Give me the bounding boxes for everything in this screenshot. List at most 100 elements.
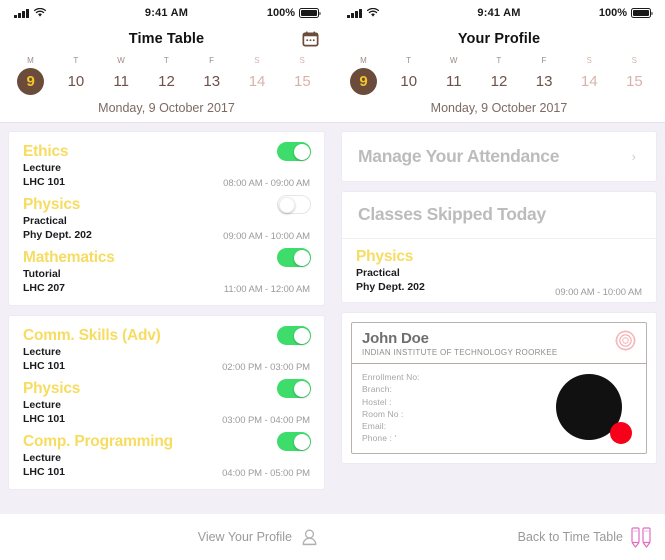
week-day-number[interactable]: 14 — [580, 73, 598, 90]
week-day-number[interactable]: 14 — [248, 73, 266, 90]
class-row[interactable]: Ethics Lecture LHC 101 08:00 AM - 09:00 … — [9, 140, 324, 193]
class-attendance-toggle[interactable] — [277, 379, 311, 398]
classes-skipped-card: Classes Skipped Today Physics Practical … — [341, 191, 657, 303]
id-field-hostel: Hostel : — [362, 396, 392, 407]
week-day-dow: W — [449, 56, 458, 65]
id-field-branch: Branch: — [362, 384, 392, 395]
week-day-2[interactable]: W 11 — [99, 56, 144, 95]
id-field-enrollment: Enrollment No: — [362, 372, 420, 382]
class-attendance-toggle[interactable] — [277, 195, 311, 214]
status-bar-right-group: 100% — [229, 7, 321, 19]
id-field-email: Email: — [362, 421, 387, 432]
red-dot-marker — [610, 422, 632, 444]
calendar-icon[interactable] — [302, 31, 319, 48]
status-bar-left: 9:41 AM 100% — [0, 0, 333, 26]
class-row[interactable]: Comp. Programming Lecture LHC 101 04:00 … — [9, 430, 324, 483]
class-row[interactable]: Mathematics Tutorial LHC 207 11:00 AM - … — [9, 246, 324, 299]
class-type: Lecture — [23, 399, 61, 411]
manage-attendance-card[interactable]: Manage Your Attendance › — [341, 131, 657, 182]
class-attendance-toggle[interactable] — [277, 142, 311, 161]
week-day-6[interactable]: S 15 — [612, 56, 657, 95]
class-room: LHC 101 — [23, 413, 66, 425]
week-day-4[interactable]: F 13 — [522, 56, 567, 95]
class-time: 02:00 PM - 03:00 PM — [222, 362, 310, 373]
nav-bar-left: Time Table — [0, 26, 333, 52]
week-day-number[interactable]: 10 — [67, 73, 85, 90]
week-day-3[interactable]: T 12 — [144, 56, 189, 95]
class-row[interactable]: Physics Lecture LHC 101 03:00 PM - 04:00… — [9, 377, 324, 430]
chevron-right-icon[interactable]: › — [631, 149, 636, 164]
week-day-dow: F — [209, 56, 215, 65]
view-profile-label[interactable]: View Your Profile — [197, 530, 292, 544]
student-id-card-container: John Doe INDIAN INSTITUTE OF TECHNOLOGY … — [341, 312, 657, 464]
week-day-number[interactable]: 15 — [626, 73, 643, 90]
week-day-number[interactable]: 10 — [400, 73, 418, 90]
class-type: Lecture — [23, 346, 61, 358]
selected-date-label: Monday, 9 October 2017 — [430, 101, 568, 115]
class-subject: Mathematics — [23, 249, 115, 266]
week-day-number[interactable]: 12 — [490, 73, 508, 90]
week-day-number[interactable]: 13 — [535, 73, 553, 90]
class-attendance-toggle[interactable] — [277, 248, 311, 267]
week-day-4[interactable]: F 13 — [189, 56, 234, 95]
week-day-1[interactable]: T 10 — [386, 56, 431, 95]
week-day-5[interactable]: S 14 — [234, 56, 279, 95]
week-day-0[interactable]: M 9 — [341, 56, 386, 95]
week-day-dow: T — [406, 56, 412, 65]
week-day-number[interactable]: 11 — [113, 73, 129, 90]
week-day-0[interactable]: M 9 — [8, 56, 53, 95]
status-bar-right: 9:41 AM 100% — [333, 0, 665, 26]
institute-name: INDIAN INSTITUTE OF TECHNOLOGY ROORKEE — [362, 348, 558, 357]
nav-bar-right: Your Profile — [333, 26, 665, 52]
week-day-dow: S — [299, 56, 306, 65]
bottom-bar-left[interactable]: View Your Profile — [0, 514, 333, 560]
week-day-6[interactable]: S 15 — [280, 56, 325, 95]
week-day-number[interactable]: 13 — [203, 73, 221, 90]
two-pencils-icon[interactable] — [631, 526, 651, 548]
week-day-number[interactable]: 9 — [350, 68, 378, 95]
class-type: Lecture — [23, 162, 61, 174]
cellular-bars-icon — [14, 8, 29, 18]
morning-classes-card: Ethics Lecture LHC 101 08:00 AM - 09:00 … — [8, 131, 325, 306]
week-day-number[interactable]: 12 — [158, 73, 175, 90]
page-title: Time Table — [128, 31, 205, 47]
week-day-number[interactable]: 15 — [293, 73, 311, 90]
user-profile-icon[interactable] — [300, 528, 319, 547]
week-day-2[interactable]: W 11 — [431, 56, 476, 95]
class-time: 04:00 PM - 05:00 PM — [222, 468, 310, 479]
week-day-1[interactable]: T 10 — [53, 56, 98, 95]
battery-percent-label: 100% — [598, 7, 627, 19]
class-attendance-toggle[interactable] — [277, 326, 311, 345]
week-day-dow: F — [541, 56, 547, 65]
class-row[interactable]: Physics Practical Phy Dept. 202 09:00 AM… — [9, 193, 324, 246]
week-day-5[interactable]: S 14 — [567, 56, 612, 95]
toggle-knob — [293, 249, 310, 266]
week-day-3[interactable]: T 12 — [476, 56, 521, 95]
week-strip-right[interactable]: M 9 T 10 W 11 T 12 F 13 S 14 — [333, 52, 665, 97]
week-day-dow: T — [163, 56, 170, 65]
class-attendance-toggle[interactable] — [277, 432, 311, 451]
selected-date-label: Monday, 9 October 2017 — [98, 101, 235, 115]
toggle-knob — [293, 143, 310, 160]
toggle-knob — [293, 380, 310, 397]
class-time: 08:00 AM - 09:00 AM — [223, 178, 310, 189]
profile-content: Manage Your Attendance › Classes Skipped… — [333, 122, 665, 514]
id-field-room-no: Room No : — [362, 408, 404, 419]
week-day-dow: M — [27, 56, 35, 65]
class-room: Phy Dept. 202 — [23, 229, 92, 241]
bottom-bar-right[interactable]: Back to Time Table — [333, 514, 665, 560]
back-to-timetable-label[interactable]: Back to Time Table — [517, 530, 623, 544]
week-day-number[interactable]: 9 — [17, 68, 45, 95]
class-time: 09:00 AM - 10:00 AM — [223, 231, 310, 242]
class-row[interactable]: Comm. Skills (Adv) Lecture LHC 101 02:00… — [9, 324, 324, 377]
class-room: LHC 101 — [23, 360, 66, 372]
week-strip-left[interactable]: M 9 T 10 W 11 T 12 F 13 S 14 — [0, 52, 333, 97]
skipped-class-row[interactable]: Physics Practical Phy Dept. 202 09:00 AM… — [342, 239, 656, 302]
week-day-number[interactable]: 11 — [446, 73, 462, 90]
class-room: LHC 207 — [23, 282, 66, 294]
class-type: Practical — [356, 267, 400, 279]
class-time: 11:00 AM - 12:00 AM — [223, 284, 310, 295]
status-bar-time: 9:41 AM — [144, 7, 189, 19]
manage-attendance-row[interactable]: Manage Your Attendance › — [342, 132, 656, 181]
